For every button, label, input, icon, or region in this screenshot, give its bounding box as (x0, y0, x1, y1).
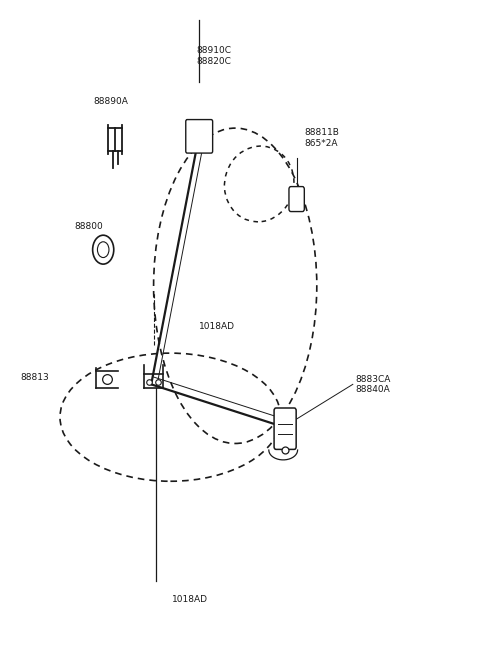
Text: 88890A: 88890A (94, 97, 129, 106)
FancyBboxPatch shape (274, 408, 296, 449)
FancyBboxPatch shape (289, 187, 304, 212)
Text: 88813: 88813 (20, 373, 49, 382)
FancyBboxPatch shape (186, 120, 213, 153)
Text: 88910C
88820C: 88910C 88820C (196, 46, 231, 66)
Text: 1018AD: 1018AD (172, 595, 208, 604)
Text: 1018AD: 1018AD (199, 322, 235, 331)
Text: 8883CA
88840A: 8883CA 88840A (355, 374, 391, 394)
Circle shape (93, 235, 114, 264)
Circle shape (97, 242, 109, 258)
Text: 88811B
865*2A: 88811B 865*2A (305, 128, 340, 148)
Text: 88800: 88800 (74, 222, 103, 231)
